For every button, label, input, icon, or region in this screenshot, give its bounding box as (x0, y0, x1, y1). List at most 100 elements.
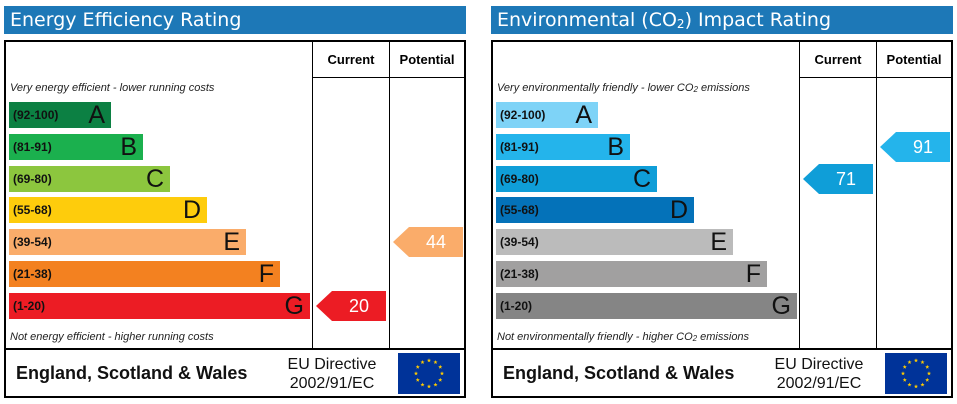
band-range-label: (21-38) (13, 267, 52, 281)
eu-star-icon (902, 364, 907, 369)
eu-star-icon (907, 360, 912, 365)
environmental-chart-footer: England, Scotland & Wales EU Directive 2… (491, 348, 953, 398)
band-letter: E (223, 228, 240, 257)
rating-band-b: (81-91) B (496, 132, 630, 161)
eu-star-icon (433, 360, 438, 365)
rating-band-e: (39-54) E (9, 228, 246, 257)
energy-chart-frame: Current Potential Very energy efficient … (4, 40, 466, 350)
rating-band-e: (39-54) E (496, 228, 733, 257)
current-column-header: Current (814, 52, 862, 67)
band-letter: F (258, 260, 274, 288)
eu-star-icon (907, 382, 912, 387)
rating-band-d: (55-68) D (496, 196, 694, 225)
eu-star-icon (439, 371, 445, 376)
eu-star-icon (913, 384, 919, 389)
bottom-caption: Not energy efficient - higher running co… (10, 331, 214, 343)
top-caption: Very environmentally friendly - lower CO… (497, 82, 750, 94)
environmental-chart-title: Environmental (CO2) Impact Rating (491, 6, 953, 34)
band-range-label: (92-100) (500, 108, 546, 122)
band-letter: G (284, 291, 304, 320)
band-range-label: (1-20) (500, 298, 533, 313)
eu-star-icon (925, 377, 930, 382)
rating-band-f: (21-38) F (496, 260, 767, 288)
energy-efficiency-chart: Energy Efficiency Rating Current Potenti… (4, 6, 470, 398)
rating-band-g: (1-20) G (9, 291, 310, 320)
eu-flag-icon (398, 353, 460, 394)
band-range-label: (81-91) (500, 139, 539, 154)
rating-band-f: (21-38) F (9, 260, 280, 288)
environmental-impact-chart: Environmental (CO2) Impact Rating Curren… (491, 6, 957, 398)
energy-chart-footer: England, Scotland & Wales EU Directive 2… (4, 348, 466, 398)
rating-band-c: (69-80) C (9, 164, 170, 193)
eu-star-icon (920, 382, 925, 387)
band-range-label: (55-68) (13, 203, 52, 218)
current-rating-arrow: 20 (316, 290, 386, 321)
eu-star-icon (420, 382, 425, 387)
band-letter: B (607, 132, 624, 161)
directive-line-1: EU Directive (287, 356, 377, 373)
band-letter: A (575, 101, 592, 129)
current-rating-value: 20 (348, 295, 370, 316)
band-letter: A (88, 101, 105, 129)
current-rating-value: 71 (835, 168, 857, 189)
band-letter: G (771, 291, 791, 320)
region-label: England, Scotland & Wales (503, 363, 735, 383)
rating-band-g: (1-20) G (496, 291, 797, 320)
eu-star-icon (426, 358, 432, 363)
eu-star-icon (925, 364, 930, 369)
current-column-header: Current (327, 52, 375, 67)
potential-rating-value: 44 (425, 232, 447, 253)
eu-star-icon (438, 377, 443, 382)
top-caption: Very energy efficient - lower running co… (10, 82, 215, 94)
band-range-label: (55-68) (500, 203, 539, 218)
current-rating-arrow: 71 (803, 163, 873, 194)
band-range-label: (39-54) (13, 235, 52, 250)
potential-rating-arrow: 44 (393, 227, 463, 258)
bottom-caption: Not environmentally friendly - higher CO… (497, 331, 750, 343)
potential-rating-arrow: 91 (880, 131, 950, 162)
band-letter: C (145, 164, 164, 193)
rating-band-c: (69-80) C (496, 164, 657, 193)
band-range-label: (1-20) (13, 298, 46, 313)
eu-star-icon (415, 364, 420, 369)
eu-star-icon (920, 360, 925, 365)
band-range-label: (69-80) (13, 171, 52, 186)
eu-star-icon (913, 358, 919, 363)
rating-band-a: (92-100) A (9, 101, 111, 129)
band-letter: B (120, 132, 137, 161)
band-letter: E (710, 228, 727, 257)
eu-star-icon (426, 384, 432, 389)
region-label: England, Scotland & Wales (16, 363, 248, 383)
band-letter: F (745, 260, 761, 288)
band-range-label: (21-38) (500, 267, 539, 281)
eu-star-icon (415, 377, 420, 382)
potential-column-header: Potential (399, 52, 455, 67)
eu-star-icon (926, 371, 932, 376)
band-range-label: (69-80) (500, 171, 539, 186)
eu-star-icon (433, 382, 438, 387)
energy-chart-title: Energy Efficiency Rating (4, 6, 466, 34)
rating-band-b: (81-91) B (9, 132, 143, 161)
eu-flag-icon (885, 353, 947, 394)
directive-line-1: EU Directive (774, 356, 864, 373)
rating-band-a: (92-100) A (496, 101, 598, 129)
potential-rating-value: 91 (912, 136, 934, 157)
eu-directive-text: EU Directive 2002/91/EC (272, 355, 392, 393)
band-range-label: (39-54) (500, 235, 539, 250)
directive-line-2: 2002/91/EC (776, 375, 862, 392)
eu-star-icon (902, 377, 907, 382)
rating-band-d: (55-68) D (9, 196, 207, 225)
band-range-label: (92-100) (13, 108, 59, 122)
environmental-chart-frame: Current Potential Very environmentally f… (491, 40, 953, 350)
band-letter: C (632, 164, 651, 193)
band-letter: D (182, 196, 201, 225)
eu-star-icon (438, 364, 443, 369)
potential-column-header: Potential (886, 52, 942, 67)
eu-star-icon (420, 360, 425, 365)
eu-directive-text: EU Directive 2002/91/EC (759, 355, 879, 393)
band-letter: D (669, 196, 688, 225)
directive-line-2: 2002/91/EC (289, 375, 375, 392)
eu-star-icon (900, 371, 906, 376)
eu-star-icon (413, 371, 419, 376)
band-range-label: (81-91) (13, 139, 52, 154)
